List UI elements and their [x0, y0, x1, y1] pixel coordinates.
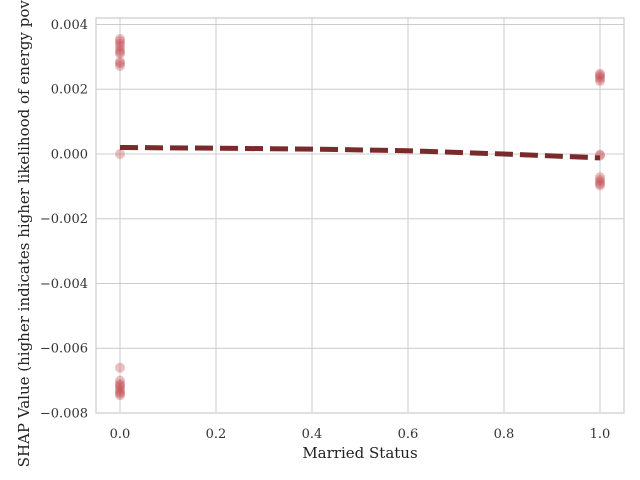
y-tick-label: −0.008	[40, 407, 88, 422]
data-point	[595, 76, 605, 87]
data-point	[595, 172, 605, 183]
x-tick-label: 1.0	[590, 427, 611, 442]
data-point	[115, 148, 125, 159]
x-tick-label: 0.0	[110, 427, 131, 442]
data-point	[595, 174, 605, 185]
data-point	[115, 380, 125, 391]
data-point	[115, 375, 125, 386]
data-point	[595, 176, 605, 187]
data-point	[115, 38, 125, 49]
data-point	[115, 384, 125, 395]
data-point	[115, 60, 125, 71]
data-point	[115, 382, 125, 393]
data-point	[595, 180, 605, 191]
data-point	[115, 386, 125, 397]
x-tick-label: 0.2	[206, 427, 227, 442]
data-point	[595, 71, 605, 82]
y-tick-label: −0.002	[40, 212, 88, 227]
data-point	[595, 73, 605, 84]
plot-frame	[95, 17, 625, 414]
data-point	[595, 70, 605, 81]
data-point	[115, 378, 125, 389]
x-tick-labels: 0.0 0.2 0.4 0.6 0.8 1.0	[110, 427, 611, 442]
data-point	[115, 41, 125, 52]
data-point	[115, 48, 125, 59]
x-tick-label: 0.8	[494, 427, 515, 442]
data-point	[115, 388, 125, 399]
data-point	[115, 390, 125, 401]
data-point	[115, 56, 125, 67]
data-point	[115, 34, 125, 45]
data-point	[115, 46, 125, 57]
data-point	[115, 362, 125, 373]
data-point	[595, 68, 605, 79]
trend-line	[119, 145, 601, 161]
data-point	[115, 58, 125, 69]
data-points	[115, 34, 605, 401]
y-tick-label: 0.004	[51, 18, 88, 33]
y-axis-label: SHAP Value (higher indicates higher like…	[15, 0, 33, 467]
y-tick-label: 0.000	[51, 147, 88, 162]
grid	[96, 18, 624, 414]
data-point	[595, 178, 605, 189]
y-tick-labels: −0.008 −0.006 −0.004 −0.002 0.000 0.002 0.004	[40, 18, 88, 422]
data-point	[115, 36, 125, 47]
x-axis-label: Married Status	[302, 444, 417, 462]
x-tick-label: 0.6	[398, 427, 419, 442]
y-tick-label: 0.002	[51, 83, 88, 98]
data-point	[115, 44, 125, 55]
y-tick-label: −0.006	[40, 342, 88, 357]
y-tick-label: −0.004	[40, 277, 88, 292]
x-tick-label: 0.4	[302, 427, 323, 442]
